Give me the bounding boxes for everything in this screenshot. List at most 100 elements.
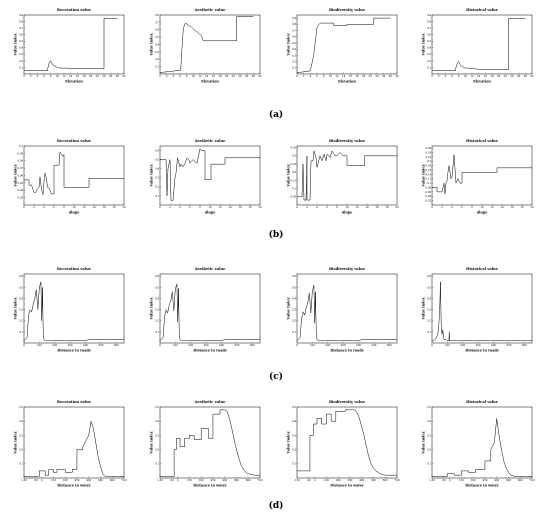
y-tick-label: 0.7 xyxy=(155,20,159,24)
x-tick-label: 2 xyxy=(166,74,168,78)
x-axis-label: Distance to roads xyxy=(465,349,498,353)
y-tick-label: 0.02 xyxy=(425,199,431,203)
x-axis-label: Distance to roads xyxy=(193,349,226,353)
x-tick-label: 500 xyxy=(98,343,103,347)
y-tick-label: 0.1 xyxy=(292,66,296,70)
y-tick-label: 0.3 xyxy=(427,433,431,437)
y-axis-label: Value Index xyxy=(287,163,291,187)
x-tick-label: 500 xyxy=(371,343,376,347)
chart-title: Recreation value xyxy=(57,400,92,404)
y-tick-label: 0.2 xyxy=(19,319,23,323)
x-tick-label: 200 xyxy=(188,343,193,347)
y-axis-label: Value Index xyxy=(287,296,291,320)
x-tick-label: 600 xyxy=(387,343,392,347)
x-tick-label: 6 xyxy=(43,74,45,78)
x-tick-label: 0 xyxy=(23,74,25,78)
x-tick-label: 10 xyxy=(480,205,484,209)
x-tick-label: 0 xyxy=(296,74,298,78)
y-tick-label: 0.03 xyxy=(17,196,23,200)
x-tick-label: 100 xyxy=(324,478,329,482)
y-tick-label: 0.9 xyxy=(427,13,431,17)
chart-svg: Biodiversity value 0 100 200 300 400 500 600 0.1… xyxy=(287,267,398,353)
y-tick-label: 0.5 xyxy=(155,285,159,289)
y-tick-label: 0.3 xyxy=(19,308,23,312)
y-tick-label: 0.3 xyxy=(155,176,159,180)
x-tick-label: 14 xyxy=(365,205,369,209)
x-tick-label: 10 xyxy=(208,205,212,209)
x-tick-label: 400 xyxy=(222,478,227,482)
x-tick-label: 10 xyxy=(345,205,349,209)
chart-title: Biodiversity value xyxy=(329,400,366,404)
x-tick-label: 300 xyxy=(347,478,352,482)
x-tick-label: 12 xyxy=(198,74,202,78)
y-tick-label: 0.7 xyxy=(19,26,23,30)
chart-panel: Historical value 0 2 4 6 8 10 12 14 16 18 20 0.02 0.0… xyxy=(422,137,534,217)
x-axis-label: Distance to water xyxy=(193,484,227,488)
x-tick-label: 0 xyxy=(159,74,161,78)
x-tick-label: 6 xyxy=(189,205,191,209)
plot-frame xyxy=(159,273,261,344)
x-tick-label: 4 xyxy=(37,74,39,78)
plot-frame xyxy=(23,406,125,479)
x-tick-label: 400 xyxy=(491,343,496,347)
x-tick-label: 100 xyxy=(310,343,315,347)
chart-panel: Historical value 0 100 200 300 400 500 600 0.1 0.… xyxy=(422,265,534,355)
row-label-b: (b) xyxy=(268,230,284,240)
chart-svg: Recreation value 0 100 200 300 400 500 600 0.1 0.… xyxy=(14,267,125,353)
y-tick-label: 0.6 xyxy=(155,148,159,152)
x-tick-label: 0 xyxy=(431,343,433,347)
x-tick-label: 16 xyxy=(484,74,488,78)
chart-panel: Recreation value 0 2 4 6 8 10 12 14 16 18 20 0.03 0.0… xyxy=(14,137,126,217)
chart-title: Recreation value xyxy=(57,8,92,12)
x-tick-label: -50 xyxy=(442,478,447,482)
x-tick-label: 500 xyxy=(371,478,376,482)
x-tick-label: 600 xyxy=(383,478,388,482)
x-axis-label: Elevation xyxy=(473,80,491,84)
x-tick-label: 700 xyxy=(395,478,400,482)
y-tick-label: 0.7 xyxy=(427,26,431,30)
series-line xyxy=(431,281,532,342)
x-tick-label: 10 xyxy=(56,74,60,78)
x-tick-label: 12 xyxy=(62,74,66,78)
chart-title: Historical value xyxy=(466,139,499,143)
x-tick-label: 20 xyxy=(89,74,93,78)
series-line xyxy=(23,281,124,342)
x-tick-label: 12 xyxy=(335,74,339,78)
y-tick-label: 0.6 xyxy=(155,274,159,278)
y-tick-label: 0.06 xyxy=(17,173,23,177)
y-tick-label: 0.3 xyxy=(155,50,159,54)
x-tick-label: 0 xyxy=(23,205,25,209)
chart-panel: Aesthetic value 0 2 4 6 8 10 12 14 16 18 20 0.1 0.2 0.… xyxy=(150,137,262,217)
x-tick-label: 12 xyxy=(490,205,494,209)
x-tick-label: -50 xyxy=(170,478,175,482)
y-tick-label: 0.2 xyxy=(19,448,23,452)
y-tick-label: 0.04 xyxy=(17,188,23,192)
chart-title: Historical value xyxy=(466,267,499,271)
y-axis-label: Value Index xyxy=(150,163,154,187)
y-tick-label: 0.5 xyxy=(427,405,431,409)
x-tick-label: 100 xyxy=(37,343,42,347)
x-axis-label: Distance to water xyxy=(330,484,364,488)
y-tick-label: 0.4 xyxy=(155,167,159,171)
y-tick-label: 0.8 xyxy=(155,13,159,17)
x-tick-label: 100 xyxy=(51,478,56,482)
x-axis-label: Slope xyxy=(69,211,80,215)
x-tick-label: 8 xyxy=(186,74,188,78)
y-tick-label: 0.4 xyxy=(19,46,23,50)
x-tick-label: 300 xyxy=(74,478,79,482)
x-tick-label: 400 xyxy=(86,478,91,482)
x-tick-label: 400 xyxy=(494,478,499,482)
y-tick-label: 0.5 xyxy=(19,39,23,43)
x-tick-label: 4 xyxy=(445,74,447,78)
x-tick-label: 200 xyxy=(460,343,465,347)
x-tick-label: 28 xyxy=(116,74,120,78)
x-tick-label: 600 xyxy=(114,343,119,347)
plot-frame xyxy=(296,273,398,344)
x-tick-label: 8 xyxy=(458,74,460,78)
y-tick-label: 0.08 xyxy=(17,159,23,163)
chart-title: Biodiversity value xyxy=(329,8,366,12)
chart-svg: Aesthetic value 0 2 4 6 8 10 12 14 16 18 20 0.1 0.2 0.… xyxy=(150,139,262,215)
x-tick-label: 2 xyxy=(303,74,305,78)
